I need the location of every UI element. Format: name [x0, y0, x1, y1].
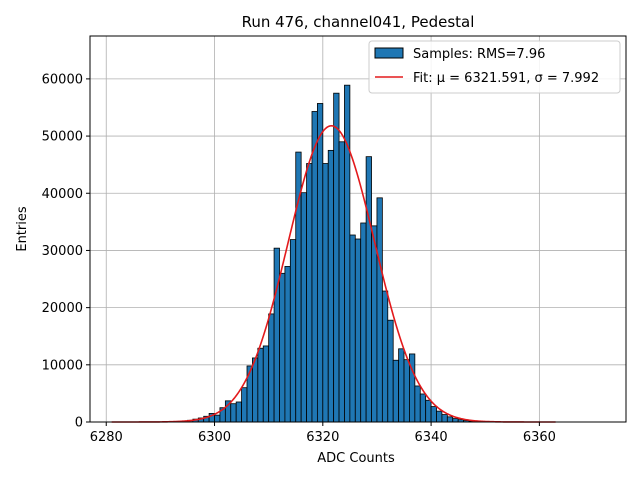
x-tick-label: 6340 [415, 430, 448, 445]
histogram-bar [365, 156, 372, 423]
axis-ticks: 6280 6300 6320 6340 6360 0 10000 20000 30000 4000… [42, 72, 556, 445]
y-tick-label: 20000 [42, 301, 83, 316]
histogram-bar [452, 418, 459, 423]
histogram-bar [306, 163, 313, 423]
histogram-bar [344, 84, 351, 423]
histogram-bar [322, 163, 329, 423]
histogram-bar [430, 406, 437, 423]
histogram-bar [414, 385, 421, 423]
histogram-bar [338, 141, 345, 423]
histogram-bars [165, 84, 519, 423]
legend: Samples: RMS=7.96 Fit: μ = 6321.591, σ =… [368, 40, 621, 94]
legend-fit-label: Fit: μ = 6321.591, σ = 7.992 [413, 71, 599, 86]
histogram-bar [257, 347, 264, 423]
fit-curve [111, 124, 556, 423]
legend-histogram-swatch [374, 47, 404, 59]
histogram-bar [289, 239, 297, 423]
y-tick-label: 60000 [42, 72, 83, 87]
histogram-bar [398, 348, 405, 423]
legend-histogram-label: Samples: RMS=7.96 [413, 47, 545, 62]
histogram-bar [376, 197, 383, 423]
y-tick-label: 50000 [42, 130, 83, 145]
plot-frame [89, 35, 627, 423]
histogram-bar [441, 414, 448, 423]
histogram-bar [333, 92, 340, 423]
histogram-bar [262, 345, 270, 423]
histogram-bar [360, 222, 367, 423]
histogram-bar [446, 416, 454, 423]
histogram-bar [241, 387, 248, 423]
histogram-bar [381, 290, 389, 423]
histogram-bar [403, 359, 410, 423]
histogram-bar [436, 410, 443, 423]
histogram-bar [252, 357, 259, 423]
chart-title: Run 476, channel041, Pedestal [242, 13, 475, 31]
y-tick-label: 0 [75, 416, 83, 431]
histogram-bar [311, 111, 318, 423]
x-tick-label: 6300 [198, 430, 231, 445]
histogram-bar [235, 401, 242, 423]
histogram-bar [230, 403, 237, 423]
histogram-bar [392, 359, 400, 423]
histogram-bar [354, 238, 362, 423]
histogram-bar [425, 399, 432, 423]
histogram-bar [300, 192, 307, 423]
histogram-bar [214, 414, 221, 423]
histogram-bar [273, 247, 280, 423]
histogram-bar [279, 272, 286, 423]
y-tick-label: 30000 [42, 244, 83, 259]
y-tick-label: 40000 [42, 187, 83, 202]
histogram-bar [387, 319, 394, 423]
histogram-bar [284, 266, 291, 423]
x-tick-label: 6280 [90, 430, 123, 445]
histogram-bar [371, 225, 378, 423]
x-tick-label: 6360 [523, 430, 556, 445]
histogram-bar [316, 103, 324, 423]
y-axis-title: Entries [15, 206, 30, 252]
histogram-bar [349, 234, 356, 423]
histogram-bar [268, 313, 275, 423]
histogram-bar [327, 149, 335, 423]
y-tick-label: 10000 [42, 358, 83, 373]
legend-box [368, 40, 621, 94]
x-axis-title: ADC Counts [317, 451, 395, 466]
x-tick-label: 6320 [306, 430, 339, 445]
histogram-bar [419, 393, 427, 423]
